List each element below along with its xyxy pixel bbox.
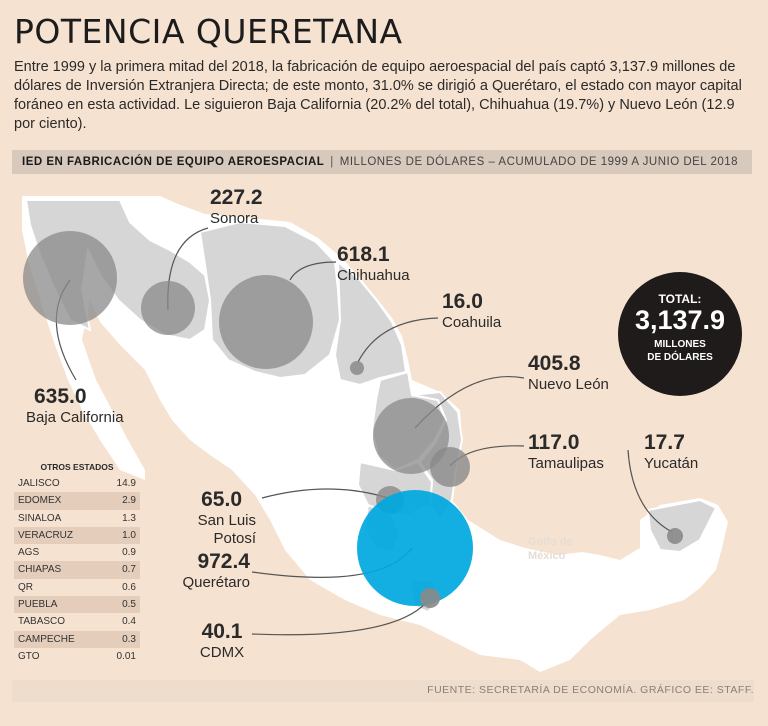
table-row: QR 0.6 (14, 579, 140, 596)
label-sonora: 227.2 Sonora (210, 186, 263, 228)
row-state-name: CHIAPAS (18, 564, 62, 576)
label-tamaulipas: 117.0 Tamaulipas (528, 431, 604, 473)
label-sonora-value: 227.2 (210, 186, 263, 209)
row-state-value: 2.9 (122, 495, 136, 507)
table-row: EDOMEX 2.9 (14, 492, 140, 510)
row-state-name: PUEBLA (18, 599, 58, 611)
label-queretaro: 972.4 Querétaro (170, 550, 250, 592)
other-states-rows: JALISCO 14.9 EDOMEX 2.9 SINALOA 1.3 VERACRUZ 1.… (14, 475, 140, 665)
row-state-value: 0.7 (122, 564, 136, 576)
table-row: JALISCO 14.9 (14, 475, 140, 492)
row-state-value: 0.6 (122, 581, 136, 593)
table-row: TABASCO 0.4 (14, 613, 140, 630)
gulf-label: Golfo de México (528, 535, 573, 563)
table-row: PUEBLA 0.5 (14, 596, 140, 614)
bubble-tamaulipas (430, 447, 470, 487)
table-row: VERACRUZ 1.0 (14, 526, 140, 545)
label-baja-california-value: 635.0 (34, 385, 87, 408)
table-row: CAMPECHE 0.3 (14, 630, 140, 648)
bubbles (23, 231, 683, 608)
label-queretaro-name: Querétaro (182, 574, 250, 591)
label-tamaulipas-name: Tamaulipas (528, 455, 604, 472)
table-row: SINALOA 1.3 (14, 510, 140, 527)
table-row: AGS 0.9 (14, 544, 140, 561)
label-chihuahua-name: Chihuahua (337, 267, 410, 284)
label-san-luis-potosi: 65.0 San Luis Potosí (152, 488, 256, 548)
row-state-name: CAMPECHE (18, 633, 75, 645)
label-coahuila-value: 16.0 (442, 290, 483, 313)
label-slp-name: San Luis Potosí (197, 512, 256, 547)
label-cdmx-name: CDMX (199, 644, 245, 661)
total-unit-line1: MILLONES (654, 339, 706, 350)
row-state-name: TABASCO (18, 616, 66, 628)
row-state-name: VERACRUZ (18, 529, 74, 541)
row-state-value: 14.9 (116, 478, 136, 489)
label-queretaro-value: 972.4 (197, 550, 250, 573)
total-value: 3,137.9 (634, 305, 726, 335)
row-state-value: 1.0 (122, 529, 136, 541)
bubble-queretaro (357, 490, 473, 606)
label-nuevo-leon-name: Nuevo León (528, 376, 609, 393)
row-state-name: QR (18, 581, 33, 593)
gulf-line1: Golfo de (528, 536, 573, 548)
label-nuevo-leon-value: 405.8 (528, 352, 581, 375)
section-separator: | (330, 156, 334, 168)
total-badge: TOTAL: 3,137.9 MILLONES DE DÓLARES (618, 272, 742, 396)
bubble-sonora (141, 281, 195, 335)
label-nuevo-leon: 405.8 Nuevo León (528, 352, 609, 394)
section-subtitle: MILLONES DE DÓLARES – ACUMULADO DE 1999 … (339, 156, 739, 168)
table-row: GTO 0.01 (14, 648, 140, 665)
row-state-value: 1.3 (122, 512, 136, 524)
total-unit: MILLONES DE DÓLARES (618, 338, 742, 364)
source-note: FUENTE: SECRETARÍA DE ECONOMÍA. GRÁFICO … (427, 684, 754, 696)
gulf-line2: México (528, 550, 566, 562)
label-chihuahua-value: 618.1 (337, 243, 390, 266)
row-state-name: JALISCO (18, 478, 60, 489)
table-row: CHIAPAS 0.7 (14, 561, 140, 579)
row-state-value: 0.4 (122, 616, 136, 628)
label-yucatan-value: 17.7 (644, 431, 685, 454)
label-coahuila-name: Coahuila (442, 314, 502, 331)
total-unit-line2: DE DÓLARES (647, 352, 713, 363)
label-coahuila: 16.0 Coahuila (442, 290, 501, 332)
row-state-value: 0.01 (116, 650, 136, 662)
row-state-value: 0.3 (122, 633, 136, 645)
label-sonora-name: Sonora (210, 210, 259, 227)
row-state-value: 0.9 (122, 547, 136, 559)
row-state-value: 0.5 (122, 599, 136, 611)
page-title: POTENCIA QUERETANA (14, 12, 403, 51)
label-yucatan: 17.7 Yucatán (644, 431, 698, 473)
section-title: IED EN FABRICACIÓN DE EQUIPO AEROESPACIA… (22, 156, 325, 168)
label-cdmx: 40.1 CDMX (196, 620, 248, 662)
label-slp-value: 65.0 (201, 488, 242, 511)
bubble-chihuahua (219, 275, 313, 369)
row-state-name: AGS (18, 547, 40, 559)
label-baja-california: 635.0 Baja California (26, 385, 124, 427)
bubble-cdmx (420, 588, 440, 608)
bubble-coahuila (350, 361, 364, 375)
other-states-table: OTROS ESTADOS JALISCO 14.9 EDOMEX 2.9 SINALO… (14, 462, 140, 665)
source-bar (12, 680, 754, 702)
other-states-title: OTROS ESTADOS (40, 462, 114, 472)
label-yucatan-name: Yucatán (644, 455, 699, 472)
row-state-name: GTO (18, 650, 40, 662)
row-state-name: SINALOA (18, 512, 62, 524)
label-tamaulipas-value: 117.0 (528, 431, 580, 454)
row-state-name: EDOMEX (18, 495, 62, 507)
bubble-baja-california (23, 231, 117, 325)
total-label: TOTAL: (658, 292, 702, 306)
bubble-yucatan (667, 528, 683, 544)
intro-paragraph: Entre 1999 y la primera mitad del 2018, … (14, 59, 742, 132)
label-chihuahua: 618.1 Chihuahua (337, 243, 410, 285)
label-baja-california-name: Baja California (26, 409, 124, 426)
bubble-nuevo-leon (373, 398, 449, 474)
label-cdmx-value: 40.1 (201, 620, 243, 643)
section-header: IED EN FABRICACIÓN DE EQUIPO AEROESPACIA… (12, 150, 752, 174)
